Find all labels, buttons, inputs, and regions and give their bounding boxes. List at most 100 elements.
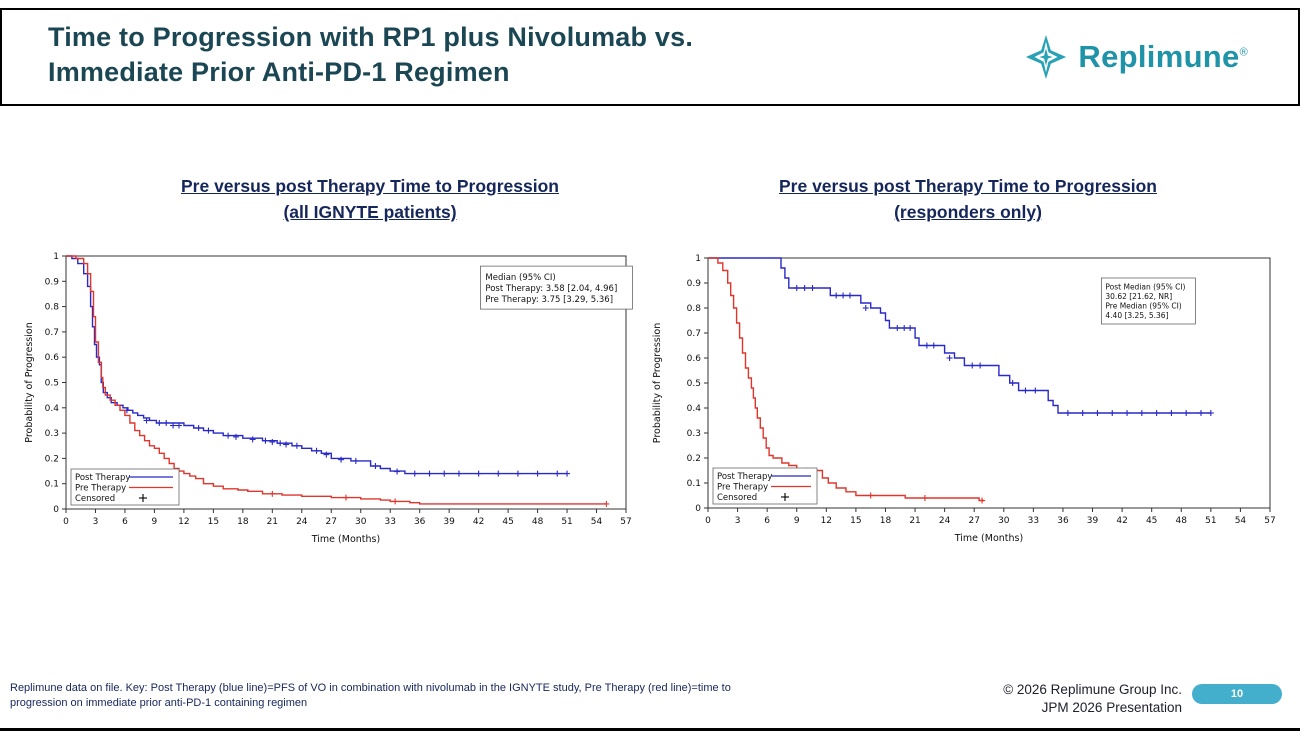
median-annotation-line: 4.40 [3.25, 5.36]: [1105, 311, 1168, 320]
page-title-line1: Time to Progression with RP1 plus Nivolu…: [48, 22, 694, 52]
y-tick-label: 0.2: [45, 454, 59, 464]
median-annotation-line: Pre Median (95% CI): [1105, 302, 1181, 311]
y-tick-label: 0.1: [687, 479, 701, 489]
copyright: © 2026 Replimune Group Inc. JPM 2026 Pre…: [1003, 681, 1182, 717]
x-tick-label: 39: [1087, 516, 1099, 526]
x-tick-label: 45: [502, 517, 513, 527]
replimune-logo: Replimune®: [1023, 34, 1248, 80]
x-tick-label: 42: [473, 517, 484, 527]
x-tick-label: 39: [443, 517, 455, 527]
km-plot: 00.10.20.30.40.50.60.70.80.910 3 6 9 12 15 18 2…: [24, 252, 633, 545]
y-tick-label: 0.9: [45, 277, 60, 287]
x-tick-label: 27: [326, 517, 337, 527]
x-tick-label: 54: [1235, 516, 1247, 526]
x-tick-label: 15: [208, 517, 219, 527]
x-tick-label: 36: [414, 517, 426, 527]
y-tick-label: 0.2: [687, 454, 701, 464]
x-axis-label: Time (Months): [311, 534, 380, 545]
y-tick-label: 0.9: [687, 279, 702, 289]
page-number-badge: 10: [1192, 684, 1282, 704]
x-tick-label: 45: [1146, 516, 1157, 526]
x-tick-label: 18: [880, 516, 892, 526]
median-annotation-line: Median (95% CI): [485, 273, 555, 283]
x-tick-label: 6: [122, 517, 128, 527]
x-tick-label: 30: [355, 517, 367, 527]
page-title: Time to Progression with RP1 plus Nivolu…: [48, 20, 693, 90]
chart-title-responders-line2: (responders only): [894, 202, 1042, 223]
x-tick-label: 15: [850, 516, 861, 526]
x-tick-label: 57: [620, 517, 631, 527]
x-tick-label: 24: [296, 517, 308, 527]
x-axis-label: Time (Months): [954, 533, 1023, 544]
chart-title-all-patients-line2: (all IGNYTE patients): [283, 202, 457, 223]
y-axis-label: Probability of Progression: [24, 322, 35, 442]
replimune-logo-icon: [1026, 34, 1067, 80]
x-tick-label: 42: [1116, 516, 1127, 526]
y-tick-label: 0.5: [45, 379, 59, 389]
y-tick-label: 0: [695, 504, 701, 514]
y-tick-label: 0.8: [687, 304, 702, 314]
footnote: Replimune data on file. Key: Post Therap…: [10, 681, 731, 712]
post-therapy-censor-marks: [793, 285, 1214, 416]
x-tick-label: 27: [968, 516, 979, 526]
x-tick-label: 6: [764, 516, 770, 526]
median-annotation-line: Post Therapy: 3.58 [2.04, 4.96]: [485, 284, 617, 294]
chart-title-all-patients-line1: Pre versus post Therapy Time to Progress…: [181, 176, 559, 196]
x-tick-label: 48: [1176, 516, 1188, 526]
y-tick-label: 0: [53, 505, 59, 515]
pre-therapy-curve: [66, 255, 607, 505]
x-tick-label: 0: [63, 517, 69, 527]
bottom-border: [0, 728, 1300, 731]
y-tick-label: 0.4: [687, 404, 702, 414]
pre-therapy-censor-marks: [269, 490, 610, 507]
y-tick-label: 1: [695, 254, 701, 264]
chart-title-responders: Pre versus post Therapy Time to Progress…: [668, 173, 1268, 226]
page-title-line2: Immediate Prior Anti-PD-1 Regimen: [48, 57, 510, 88]
x-tick-label: 30: [998, 516, 1010, 526]
x-tick-label: 18: [237, 517, 249, 527]
median-annotation: Median (95% CI)Post Therapy: 3.58 [2.04,…: [479, 265, 633, 310]
x-tick-label: 9: [152, 517, 158, 527]
km-plot: 00.10.20.30.40.50.60.70.80.910 3 6 9 12 15 18 2…: [652, 254, 1276, 544]
x-tick-label: 36: [1057, 516, 1069, 526]
median-annotation-line: 30.62 [21.62, NR]: [1105, 292, 1172, 301]
y-tick-label: 0.1: [45, 480, 59, 490]
y-tick-label: 0.7: [687, 329, 701, 339]
registered-mark: ®: [1239, 46, 1248, 59]
post-therapy-censor-marks: [123, 407, 571, 477]
x-tick-label: 12: [178, 517, 189, 527]
x-tick-label: 51: [561, 517, 572, 527]
y-tick-label: 0.4: [45, 404, 60, 414]
copyright-line2: JPM 2026 Presentation: [1041, 700, 1182, 716]
median-annotation-line: Pre Therapy: 3.75 [3.29, 5.36]: [485, 295, 613, 305]
median-annotation: Post Median (95% CI)30.62 [21.62, NR]Pre…: [1100, 277, 1196, 325]
chart-title-all-patients: Pre versus post Therapy Time to Progress…: [60, 173, 680, 226]
y-tick-label: 0.3: [687, 429, 701, 439]
median-annotation-line: Post Median (95% CI): [1105, 283, 1185, 292]
x-tick-label: 51: [1205, 516, 1216, 526]
x-tick-label: 24: [939, 516, 951, 526]
x-tick-label: 9: [794, 516, 800, 526]
footnote-line2: progression on immediate prior anti-PD-1…: [10, 697, 308, 710]
pre-therapy-censor-marks: [803, 467, 986, 504]
x-tick-label: 48: [532, 517, 544, 527]
legend-label: Post Therapy: [717, 472, 772, 482]
footnote-line1: Replimune data on file. Key: Post Therap…: [10, 682, 731, 694]
x-tick-label: 57: [1264, 516, 1275, 526]
post-therapy-curve: [708, 257, 1211, 414]
km-chart-all-patients: 0 0.1 0.2 0.3 0.4 0.5 0.6 0.7 0.8 0.9 1 0 3 6 9 12 15 18 2…: [22, 242, 640, 557]
y-tick-label: 0.7: [45, 328, 59, 338]
y-tick-label: 1: [53, 252, 59, 262]
y-tick-label: 0.3: [45, 429, 59, 439]
replimune-logo-text: Replimune®: [1078, 39, 1248, 75]
x-tick-label: 21: [267, 517, 278, 527]
km-chart-responders: 0 0.1 0.2 0.3 0.4 0.5 0.6 0.7 0.8 0.9 1 0 3 6 9 12 15 18 2…: [650, 246, 1282, 556]
y-tick-label: 0.5: [687, 379, 701, 389]
header: Time to Progression with RP1 plus Nivolu…: [0, 8, 1300, 106]
pre-therapy-curve: [708, 257, 985, 502]
y-tick-label: 0.8: [45, 303, 60, 313]
x-tick-label: 12: [821, 516, 832, 526]
